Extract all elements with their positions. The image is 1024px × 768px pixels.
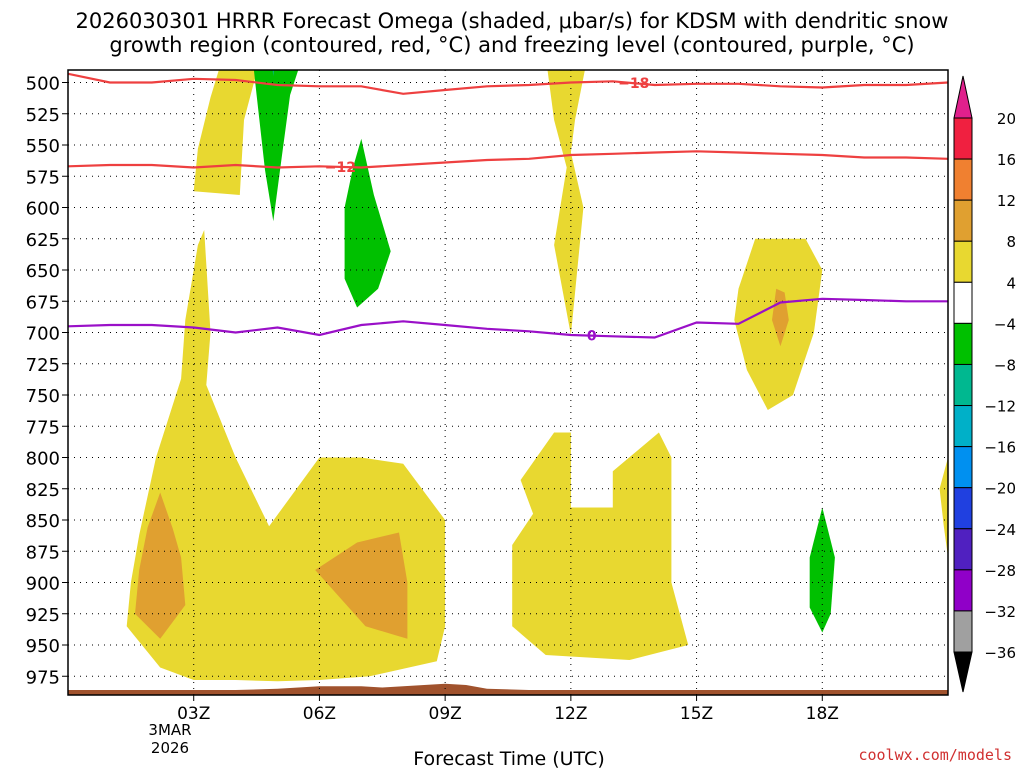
colorbar-swatch-5 — [953, 322, 973, 365]
colorbar-label-10: −24 — [984, 521, 1016, 539]
colorbar-label-7: −12 — [984, 398, 1016, 416]
colorbar-label-1: 16 — [997, 151, 1016, 169]
y-tick-label-600: 600 — [26, 199, 60, 220]
colorbar-swatch-7 — [953, 405, 973, 448]
contour-line-2 — [68, 297, 948, 339]
x-tick-label-18Z: 18Z — [806, 704, 839, 724]
contour-label-0: −18 — [618, 76, 649, 92]
date-label-month: 3MAR — [148, 721, 191, 739]
y-tick-label-575: 575 — [26, 167, 60, 188]
colorbar-label-13: −36 — [984, 644, 1016, 662]
colorbar-swatch-6 — [953, 363, 973, 407]
y-tick-label-525: 525 — [26, 105, 60, 126]
y-tick-label-675: 675 — [26, 292, 60, 313]
colorbar-label-2: 12 — [997, 192, 1016, 210]
chart-title-line-1: 2026030301 HRRR Forecast Omega (shaded, … — [76, 9, 949, 33]
colorbar-swatch-3 — [953, 240, 973, 283]
plot-content: −18 −12 0 — [68, 70, 948, 695]
y-tick-label-725: 725 — [26, 355, 60, 376]
colorbar-swatch-1 — [953, 158, 973, 201]
colorbar-label-5: −4 — [994, 315, 1016, 333]
colorbar-label-3: 8 — [1006, 233, 1016, 251]
plot-frame — [67, 69, 949, 696]
y-tick-label-825: 825 — [26, 480, 60, 501]
y-tick-label-800: 800 — [26, 449, 60, 470]
colorbar-label-9: −20 — [984, 480, 1016, 498]
date-label-year: 2026 — [151, 739, 189, 757]
colorbar-top-arrow — [953, 75, 973, 119]
colorbar-bottom-arrow — [953, 651, 973, 693]
colorbar-label-12: −32 — [984, 603, 1016, 621]
y-tick-label-550: 550 — [26, 136, 60, 157]
colorbar-swatch-2 — [953, 199, 973, 242]
omega-region-9 — [253, 70, 299, 222]
omega-region-6 — [135, 492, 186, 639]
omega-region-12 — [809, 507, 835, 633]
colorbar-label-11: −28 — [984, 562, 1016, 580]
colorbar-swatch-12 — [953, 610, 973, 653]
contour-line-1 — [68, 150, 948, 169]
omega-region-1 — [547, 70, 585, 335]
contour-label-1: −12 — [325, 160, 356, 176]
y-tick-label-875: 875 — [26, 542, 60, 563]
y-tick-label-775: 775 — [26, 417, 60, 438]
y-tick-label-850: 850 — [26, 511, 60, 532]
y-tick-label-975: 975 — [26, 667, 60, 688]
y-tick-label-750: 750 — [26, 386, 60, 407]
y-tick-label-700: 700 — [26, 324, 60, 345]
x-tick-label-12Z: 12Z — [554, 704, 587, 724]
contour-line-0 — [68, 72, 948, 95]
colorbar-legend: 20 16 12 8 4 −4 −8 −12 −16 −20 −24 −28 −32 −36 — [953, 75, 1016, 693]
contour-label-2: 0 — [587, 329, 597, 345]
omega-region-10 — [272, 70, 274, 77]
colorbar-label-4: 4 — [1006, 274, 1016, 292]
omega-region-5 — [939, 457, 948, 558]
x-tick-label-06Z: 06Z — [303, 704, 336, 724]
plot-area: −18 −12 0 500 525 550 575 600 625 650 675 700 725 750… — [26, 69, 949, 724]
omega-region-3 — [512, 432, 689, 660]
omega-region-11 — [344, 138, 391, 308]
x-axis-label: Forecast Time (UTC) — [413, 748, 604, 768]
x-tick-label-03Z: 03Z — [177, 704, 210, 724]
y-tick-label-950: 950 — [26, 636, 60, 657]
x-tick-label-15Z: 15Z — [680, 704, 713, 724]
colorbar-swatch-11 — [953, 569, 973, 612]
terrain-band — [68, 683, 948, 695]
x-tick-label-09Z: 09Z — [429, 704, 462, 724]
colorbar-swatch-4 — [953, 281, 973, 324]
y-tick-label-650: 650 — [26, 261, 60, 282]
y-tick-label-625: 625 — [26, 230, 60, 251]
colorbar-label-0: 20 — [997, 110, 1016, 128]
y-tick-label-500: 500 — [26, 74, 60, 95]
colorbar-swatch-8 — [953, 446, 973, 489]
colorbar-label-8: −16 — [984, 439, 1016, 457]
y-tick-label-900: 900 — [26, 574, 60, 595]
omega-region-7 — [315, 532, 408, 639]
source-credit: coolwx.com/models — [858, 746, 1012, 764]
y-tick-label-925: 925 — [26, 605, 60, 626]
colorbar-swatch-9 — [953, 487, 973, 530]
omega-region-0 — [193, 70, 260, 195]
colorbar-label-6: −8 — [994, 356, 1016, 374]
colorbar-swatch-0 — [953, 117, 973, 160]
chart-title-line-2: growth region (contoured, red, °C) and f… — [109, 33, 914, 57]
colorbar-swatch-10 — [953, 528, 973, 571]
